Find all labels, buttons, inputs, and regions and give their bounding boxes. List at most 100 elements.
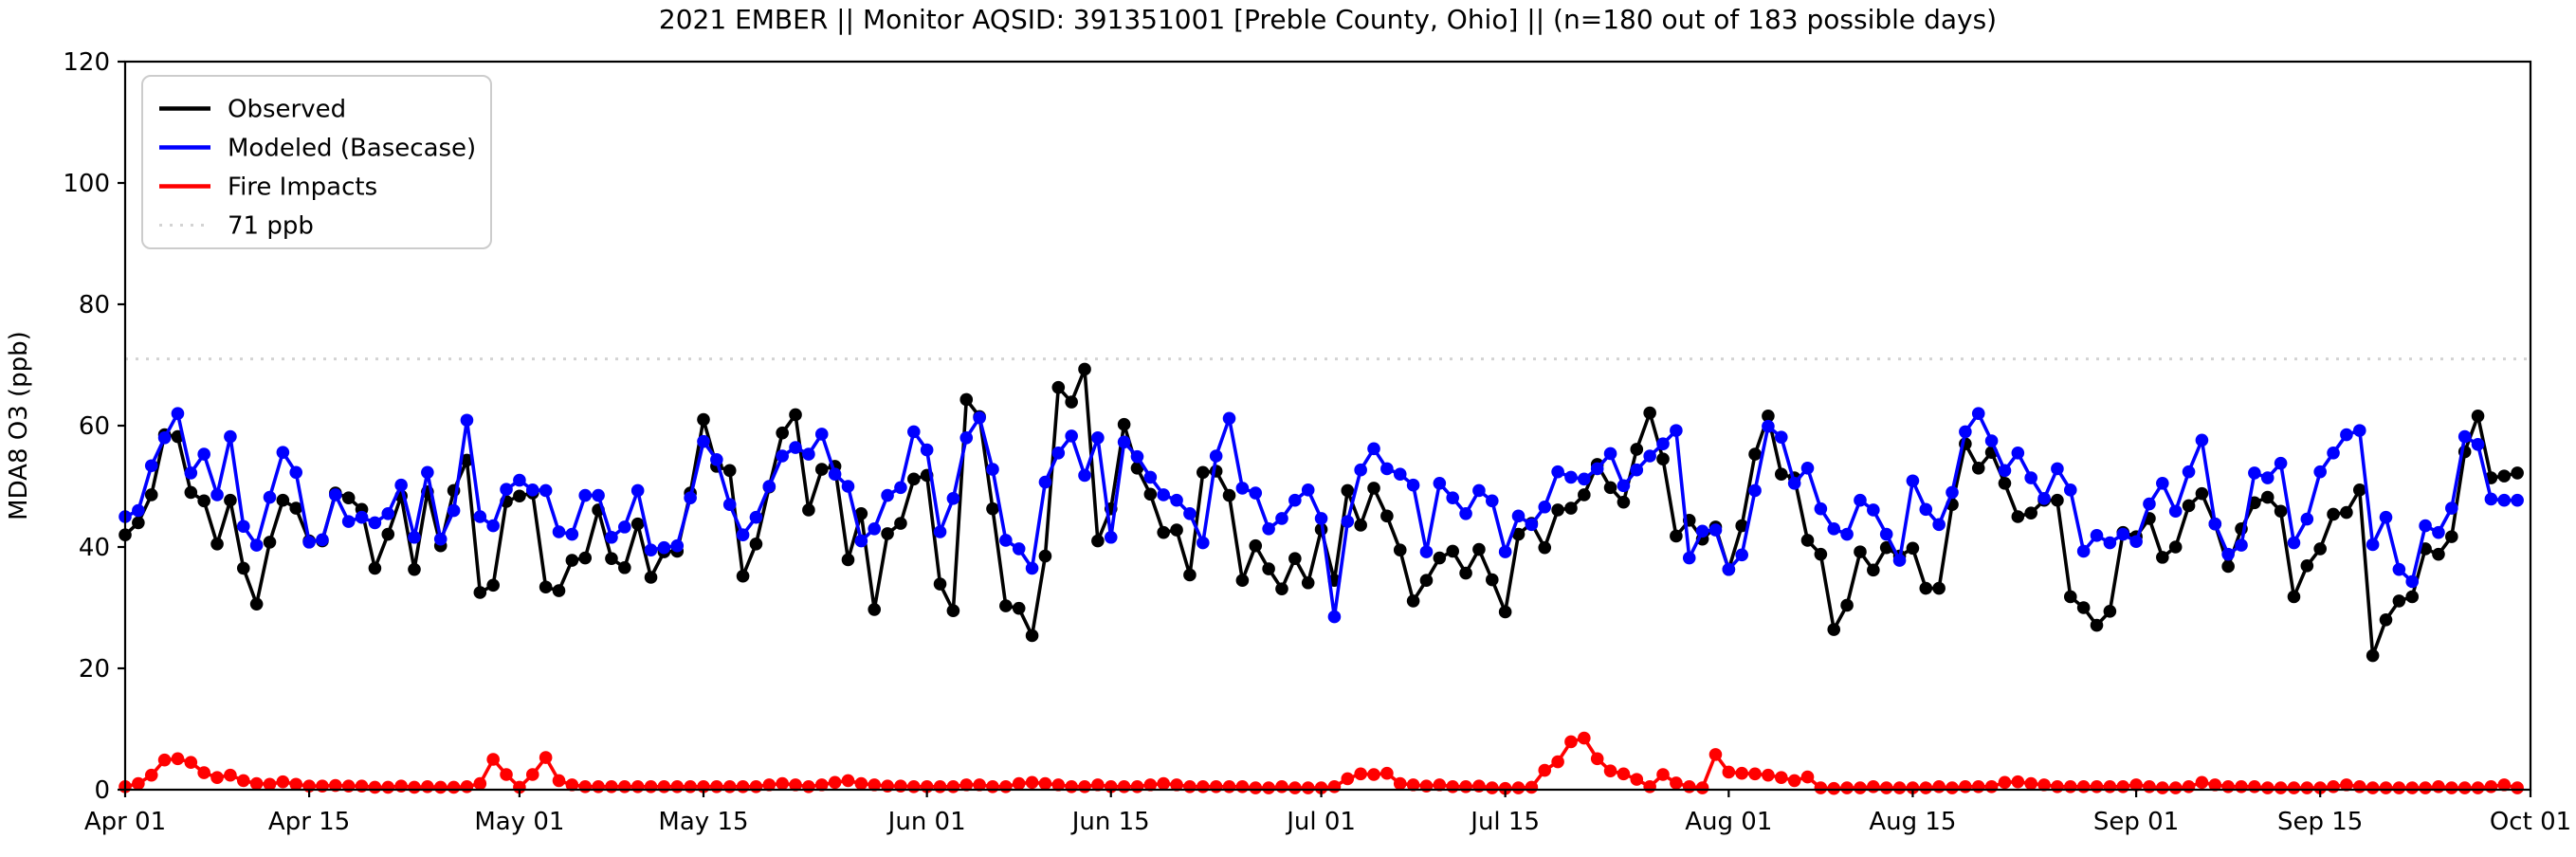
series-0-point bbox=[2511, 466, 2524, 480]
series-2-point bbox=[1511, 781, 1526, 794]
series-2-point bbox=[486, 753, 500, 766]
series-0-point bbox=[224, 493, 237, 507]
series-2-point bbox=[789, 778, 802, 792]
series-0-point bbox=[1538, 540, 1552, 555]
series-0-point bbox=[341, 491, 356, 504]
series-2-point bbox=[802, 780, 815, 793]
series-0-point bbox=[144, 488, 158, 501]
series-0-point bbox=[1222, 488, 1236, 502]
series-0-point bbox=[1800, 534, 1815, 547]
y-tick-label: 100 bbox=[63, 170, 110, 198]
series-2-point bbox=[2511, 781, 2524, 794]
series-1-point bbox=[144, 459, 158, 473]
series-0-point bbox=[789, 408, 802, 422]
series-1-point bbox=[329, 488, 342, 501]
series-1-point bbox=[2208, 517, 2222, 531]
series-1-point bbox=[697, 434, 710, 448]
series-2-point bbox=[1222, 780, 1236, 793]
series-0-point bbox=[736, 569, 750, 583]
series-1-point bbox=[486, 519, 500, 533]
series-2-point bbox=[2182, 780, 2196, 793]
series-1-point bbox=[2076, 544, 2091, 558]
series-2-point bbox=[1130, 780, 1144, 793]
series-1-point bbox=[1762, 419, 1775, 433]
series-2-point bbox=[1025, 775, 1039, 790]
series-1-point bbox=[1578, 472, 1591, 486]
series-1-point bbox=[762, 480, 776, 493]
series-2-point bbox=[1603, 764, 1617, 777]
series-1-point bbox=[789, 441, 802, 454]
series-1-point bbox=[1065, 429, 1078, 443]
series-2-point bbox=[1459, 780, 1472, 793]
series-2-point bbox=[1932, 780, 1946, 793]
series-0-point bbox=[1617, 495, 1631, 509]
series-0-point bbox=[1643, 406, 1656, 420]
series-2-point bbox=[762, 778, 776, 792]
series-0-point bbox=[630, 517, 645, 531]
series-1-point bbox=[1525, 518, 1539, 532]
series-0-point bbox=[473, 586, 487, 599]
series-2-point bbox=[644, 780, 658, 793]
series-0-point bbox=[2221, 559, 2235, 574]
series-2-point bbox=[986, 780, 999, 793]
x-tick-label: Jul 15 bbox=[1469, 808, 1540, 836]
series-0-point bbox=[1735, 519, 1748, 533]
series-1-point bbox=[1603, 447, 1617, 461]
series-2-point bbox=[1867, 780, 1880, 793]
series-0-point bbox=[946, 604, 960, 617]
series-1-point bbox=[1800, 462, 1815, 475]
series-2-point bbox=[1538, 763, 1552, 777]
series-0-point bbox=[460, 453, 474, 467]
series-2-point bbox=[1209, 780, 1223, 793]
series-2-point bbox=[1578, 731, 1591, 745]
series-2-point bbox=[2156, 781, 2169, 794]
series-0-point bbox=[1143, 487, 1158, 501]
series-1-point bbox=[1222, 411, 1236, 426]
series-0-point bbox=[2063, 590, 2077, 604]
series-1-point bbox=[2260, 471, 2275, 484]
series-1-point bbox=[2195, 433, 2209, 447]
series-2-point bbox=[263, 777, 277, 792]
series-0-point bbox=[2260, 490, 2275, 504]
series-0-point bbox=[1380, 509, 1394, 523]
series-0-point bbox=[2445, 530, 2458, 543]
series-1-point bbox=[2156, 477, 2169, 490]
series-2-point bbox=[710, 780, 723, 793]
series-1-point bbox=[644, 543, 658, 556]
series-1-point bbox=[1354, 463, 1367, 477]
series-1-point bbox=[1682, 551, 1696, 565]
series-2-point bbox=[592, 780, 605, 793]
series-0-point bbox=[2090, 618, 2104, 632]
series-0-point bbox=[1354, 519, 1367, 532]
series-2-point bbox=[1314, 781, 1328, 794]
series-1-point bbox=[421, 465, 434, 480]
series-2-point bbox=[525, 768, 539, 781]
series-1-point bbox=[1209, 449, 1223, 463]
series-2-point bbox=[1670, 776, 1683, 790]
series-2-point bbox=[2405, 781, 2420, 794]
series-2-point bbox=[670, 780, 685, 793]
series-0-point bbox=[881, 527, 894, 540]
series-2-point bbox=[2274, 781, 2288, 794]
series-2-point bbox=[1892, 781, 1907, 794]
series-1-point bbox=[2143, 497, 2156, 511]
series-1-point bbox=[1078, 468, 1091, 483]
x-tick-label: Sep 01 bbox=[2093, 808, 2179, 836]
series-1-point bbox=[1143, 470, 1158, 484]
series-2-point bbox=[2011, 775, 2025, 789]
series-2-point bbox=[2340, 778, 2353, 792]
series-1-point bbox=[1327, 610, 1342, 624]
series-0-point bbox=[210, 538, 224, 551]
series-2-point bbox=[1959, 780, 1972, 793]
series-2-point bbox=[1879, 781, 1893, 794]
series-2-point bbox=[1275, 780, 1288, 793]
series-0-point bbox=[2432, 547, 2445, 561]
series-1-point bbox=[592, 488, 605, 502]
series-0-point bbox=[381, 527, 395, 541]
series-1-point bbox=[894, 481, 907, 495]
series-2-point bbox=[1708, 748, 1723, 761]
series-2-point bbox=[368, 780, 382, 794]
series-2-point bbox=[2248, 780, 2261, 793]
series-0-point bbox=[1578, 488, 1591, 501]
series-2-point bbox=[500, 768, 513, 781]
